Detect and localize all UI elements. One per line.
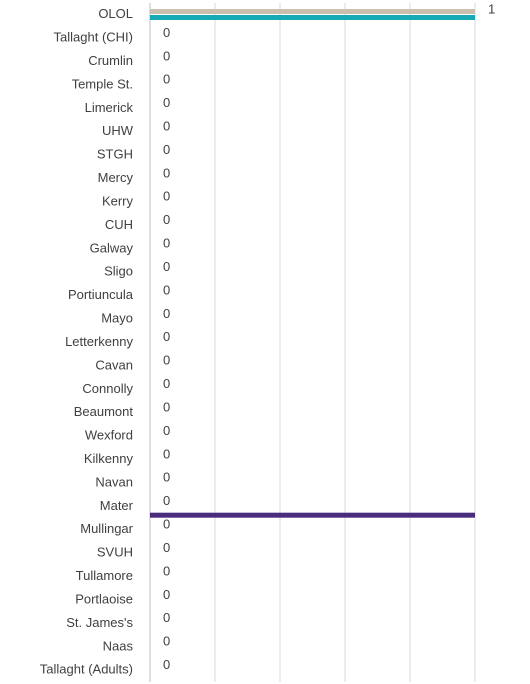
bar bbox=[150, 15, 475, 20]
data-label: 0 bbox=[163, 212, 170, 227]
data-label: 0 bbox=[163, 189, 170, 204]
category-label: Tullamore bbox=[76, 568, 133, 583]
category-label: Tallaght (CHI) bbox=[54, 30, 133, 45]
data-label: 0 bbox=[163, 610, 170, 625]
data-label: 0 bbox=[163, 563, 170, 578]
data-label: 0 bbox=[163, 517, 170, 532]
data-label: 0 bbox=[163, 376, 170, 391]
category-label: Temple St. bbox=[72, 76, 133, 91]
data-label: 0 bbox=[163, 25, 170, 40]
category-label: Cavan bbox=[95, 357, 133, 372]
category-label: STGH bbox=[97, 147, 133, 162]
data-label: 0 bbox=[163, 634, 170, 649]
data-label: 0 bbox=[163, 587, 170, 602]
data-label: 0 bbox=[163, 95, 170, 110]
category-label: St. James's bbox=[66, 615, 133, 630]
category-label: Portiuncula bbox=[68, 287, 134, 302]
data-label: 0 bbox=[163, 282, 170, 297]
data-label: 0 bbox=[163, 165, 170, 180]
category-label: Sligo bbox=[104, 264, 133, 279]
category-label: Mayo bbox=[101, 311, 133, 326]
bar bbox=[150, 512, 475, 518]
category-label: Beaumont bbox=[74, 404, 134, 419]
category-label: Mater bbox=[100, 498, 134, 513]
category-label: Crumlin bbox=[88, 53, 133, 68]
category-label: Portlaoise bbox=[75, 591, 133, 606]
category-label: Kilkenny bbox=[84, 451, 134, 466]
category-label: Limerick bbox=[85, 100, 134, 115]
data-label: 0 bbox=[163, 493, 170, 508]
bar bbox=[150, 9, 475, 14]
category-label: Tallaght (Adults) bbox=[40, 662, 133, 677]
data-label: 0 bbox=[163, 236, 170, 251]
data-label: 0 bbox=[163, 470, 170, 485]
category-label: Galway bbox=[90, 240, 134, 255]
data-label: 0 bbox=[163, 259, 170, 274]
category-label: SVUH bbox=[97, 545, 133, 560]
data-label: 0 bbox=[163, 446, 170, 461]
data-label: 0 bbox=[163, 119, 170, 134]
category-label: Mercy bbox=[98, 170, 134, 185]
category-label: Mullingar bbox=[80, 521, 133, 536]
data-label: 0 bbox=[163, 72, 170, 87]
data-label: 0 bbox=[163, 306, 170, 321]
category-label: Letterkenny bbox=[65, 334, 133, 349]
data-label: 0 bbox=[163, 329, 170, 344]
data-label: 0 bbox=[163, 142, 170, 157]
data-label: 0 bbox=[163, 657, 170, 672]
data-label: 0 bbox=[163, 353, 170, 368]
category-label: Kerry bbox=[102, 193, 134, 208]
category-label: Connolly bbox=[82, 381, 133, 396]
category-label: OLOL bbox=[98, 6, 133, 21]
data-label: 1 bbox=[488, 1, 495, 16]
category-label: Navan bbox=[95, 474, 133, 489]
category-label: Naas bbox=[103, 638, 134, 653]
data-label: 0 bbox=[163, 540, 170, 555]
category-label: UHW bbox=[102, 123, 134, 138]
category-label: CUH bbox=[105, 217, 133, 232]
category-label: Wexford bbox=[85, 428, 133, 443]
data-label: 0 bbox=[163, 399, 170, 414]
data-label: 0 bbox=[163, 423, 170, 438]
data-label: 0 bbox=[163, 48, 170, 63]
